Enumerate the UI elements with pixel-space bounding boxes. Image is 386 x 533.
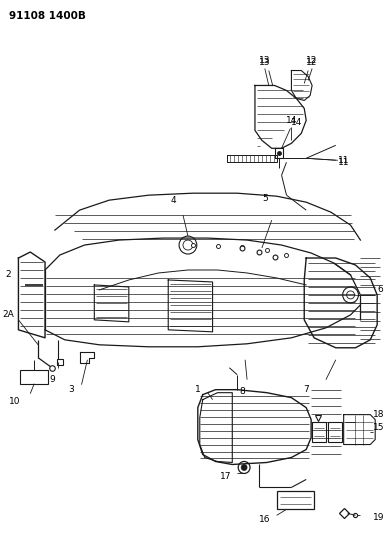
Text: 13: 13	[259, 58, 271, 67]
Text: 12: 12	[306, 58, 318, 67]
Text: 14: 14	[286, 116, 297, 125]
Text: 13: 13	[259, 56, 271, 65]
Text: 5: 5	[262, 193, 267, 203]
Text: 10: 10	[9, 397, 20, 406]
Text: 18: 18	[373, 410, 385, 419]
Text: 2A: 2A	[3, 310, 14, 319]
Text: 9: 9	[49, 375, 55, 384]
Bar	[20, 370, 48, 384]
Text: 12: 12	[306, 56, 318, 65]
Text: 11: 11	[338, 156, 349, 165]
Bar	[312, 422, 326, 441]
Text: 1: 1	[195, 385, 201, 394]
Text: 8: 8	[239, 387, 245, 396]
Text: 17: 17	[220, 472, 231, 481]
Circle shape	[241, 464, 247, 471]
Text: 11: 11	[338, 158, 349, 167]
Text: 7: 7	[303, 385, 309, 394]
Circle shape	[238, 462, 250, 473]
Bar	[328, 422, 342, 441]
Text: 14: 14	[291, 118, 302, 127]
Text: 6: 6	[377, 286, 383, 294]
Text: 16: 16	[259, 515, 271, 524]
Bar	[277, 491, 314, 510]
Text: 3: 3	[69, 385, 74, 394]
Text: 19: 19	[373, 513, 385, 522]
Text: 4: 4	[170, 196, 176, 205]
Text: 2: 2	[6, 270, 12, 279]
Text: 91108 1400B: 91108 1400B	[8, 11, 85, 21]
Text: 15: 15	[373, 423, 385, 432]
